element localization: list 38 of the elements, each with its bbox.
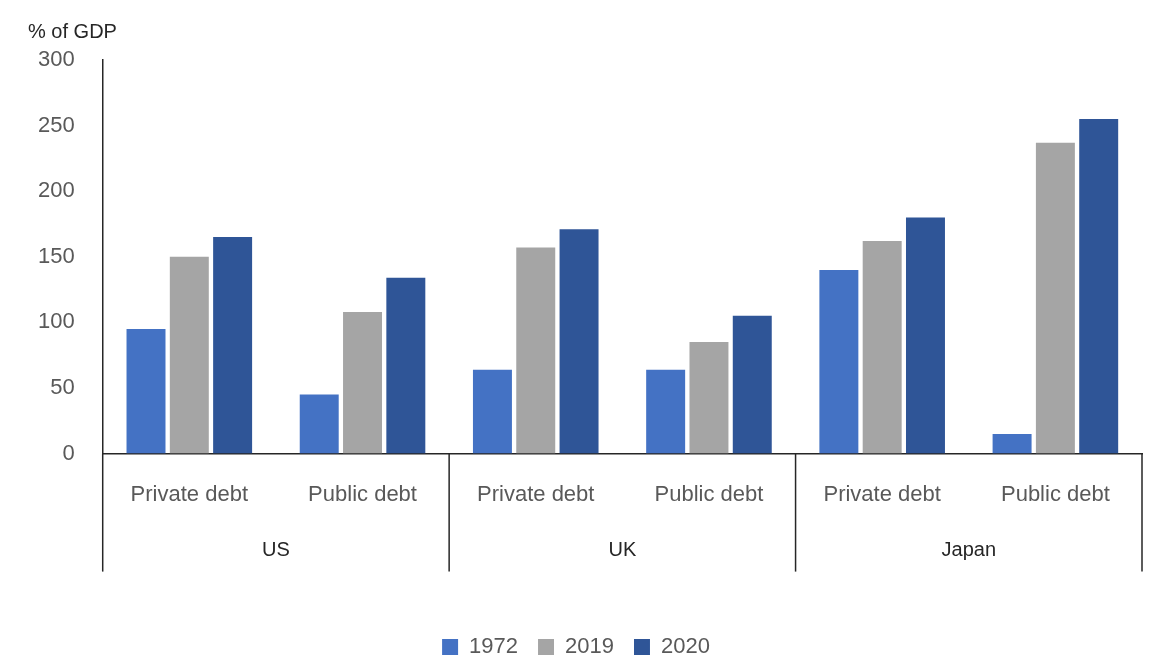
x-tick-label: Public debt [654,480,764,506]
y-tick-label: 50 [50,374,75,400]
bar [169,256,209,454]
bar [299,394,339,454]
y-tick-label: 300 [37,46,75,72]
x-tick-label: Private debt [130,480,249,506]
y-tick-label: 100 [37,308,75,334]
bar [862,241,902,454]
y-tick-label: 150 [37,242,75,268]
bar [126,328,166,454]
y-tick-label: 200 [37,177,75,203]
y-tick-label: 0 [62,439,75,465]
y-tick-label: 250 [37,111,75,137]
text: Japan [941,538,997,561]
bar [819,269,859,454]
y-axis-title: % of GDP [28,19,117,42]
text: UK [608,538,637,561]
bar [905,217,945,454]
legend-label: 2019 [565,633,614,659]
text: US [262,538,290,561]
x-tick-label: Public debt [1000,480,1110,506]
bar [213,237,253,454]
x-tick-label: Private debt [823,480,941,506]
bar [472,369,512,454]
bar [689,342,729,454]
bar [732,315,772,454]
bar [992,433,1032,454]
x-tick-label: Private debt [477,480,595,506]
bar [343,311,383,454]
bar [1079,119,1119,454]
bar [1035,142,1075,454]
bar [516,247,556,454]
bar [386,277,426,454]
legend-label: 2020 [660,633,710,659]
bar [559,229,599,454]
x-tick-label: Public debt [308,480,417,506]
bar [646,369,686,454]
legend-label: 1972 [469,633,519,659]
